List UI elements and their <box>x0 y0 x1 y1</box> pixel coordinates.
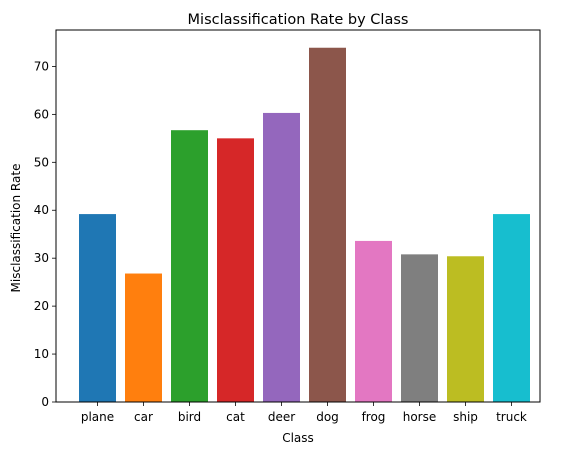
chart-title: Misclassification Rate by Class <box>188 12 409 28</box>
bar-deer <box>263 112 300 403</box>
y-tick-label: 70 <box>34 59 49 73</box>
bar-horse <box>401 254 438 402</box>
bar-ship <box>447 256 484 402</box>
x-axis-label: Class <box>282 431 314 445</box>
y-tick-label: 30 <box>34 251 49 265</box>
bar-cat <box>217 138 254 402</box>
y-tick-label: 60 <box>34 107 49 121</box>
bar-frog <box>355 240 392 402</box>
x-tick-label: frog <box>362 410 386 424</box>
y-tick-label: 50 <box>34 155 49 169</box>
x-tick-label: cat <box>226 410 245 424</box>
y-tick-label: 20 <box>34 299 49 313</box>
x-tick-label: car <box>134 410 153 424</box>
y-axis-ticks: 0 10 20 30 40 50 60 70 <box>34 59 56 409</box>
bar-dog <box>309 47 346 402</box>
x-axis-ticks: plane car bird cat deer dog frog horse ship truck <box>81 402 527 424</box>
bar-plane <box>79 214 116 402</box>
bars-group <box>79 47 530 403</box>
x-tick-label: bird <box>178 410 201 424</box>
x-tick-label: plane <box>81 410 114 424</box>
bar-car <box>125 273 162 402</box>
x-tick-label: ship <box>453 410 478 424</box>
y-axis-label: Misclassification Rate <box>9 164 23 293</box>
x-tick-label: dog <box>316 410 339 424</box>
bar-bird <box>171 130 208 402</box>
plot-frame <box>55 29 541 403</box>
y-tick-label: 10 <box>34 347 49 361</box>
y-tick-label: 40 <box>34 203 49 217</box>
x-tick-label: horse <box>403 410 437 424</box>
y-tick-label: 0 <box>41 395 49 409</box>
x-tick-label: deer <box>268 410 295 424</box>
x-tick-label: truck <box>496 410 527 424</box>
bar-truck <box>493 214 530 402</box>
